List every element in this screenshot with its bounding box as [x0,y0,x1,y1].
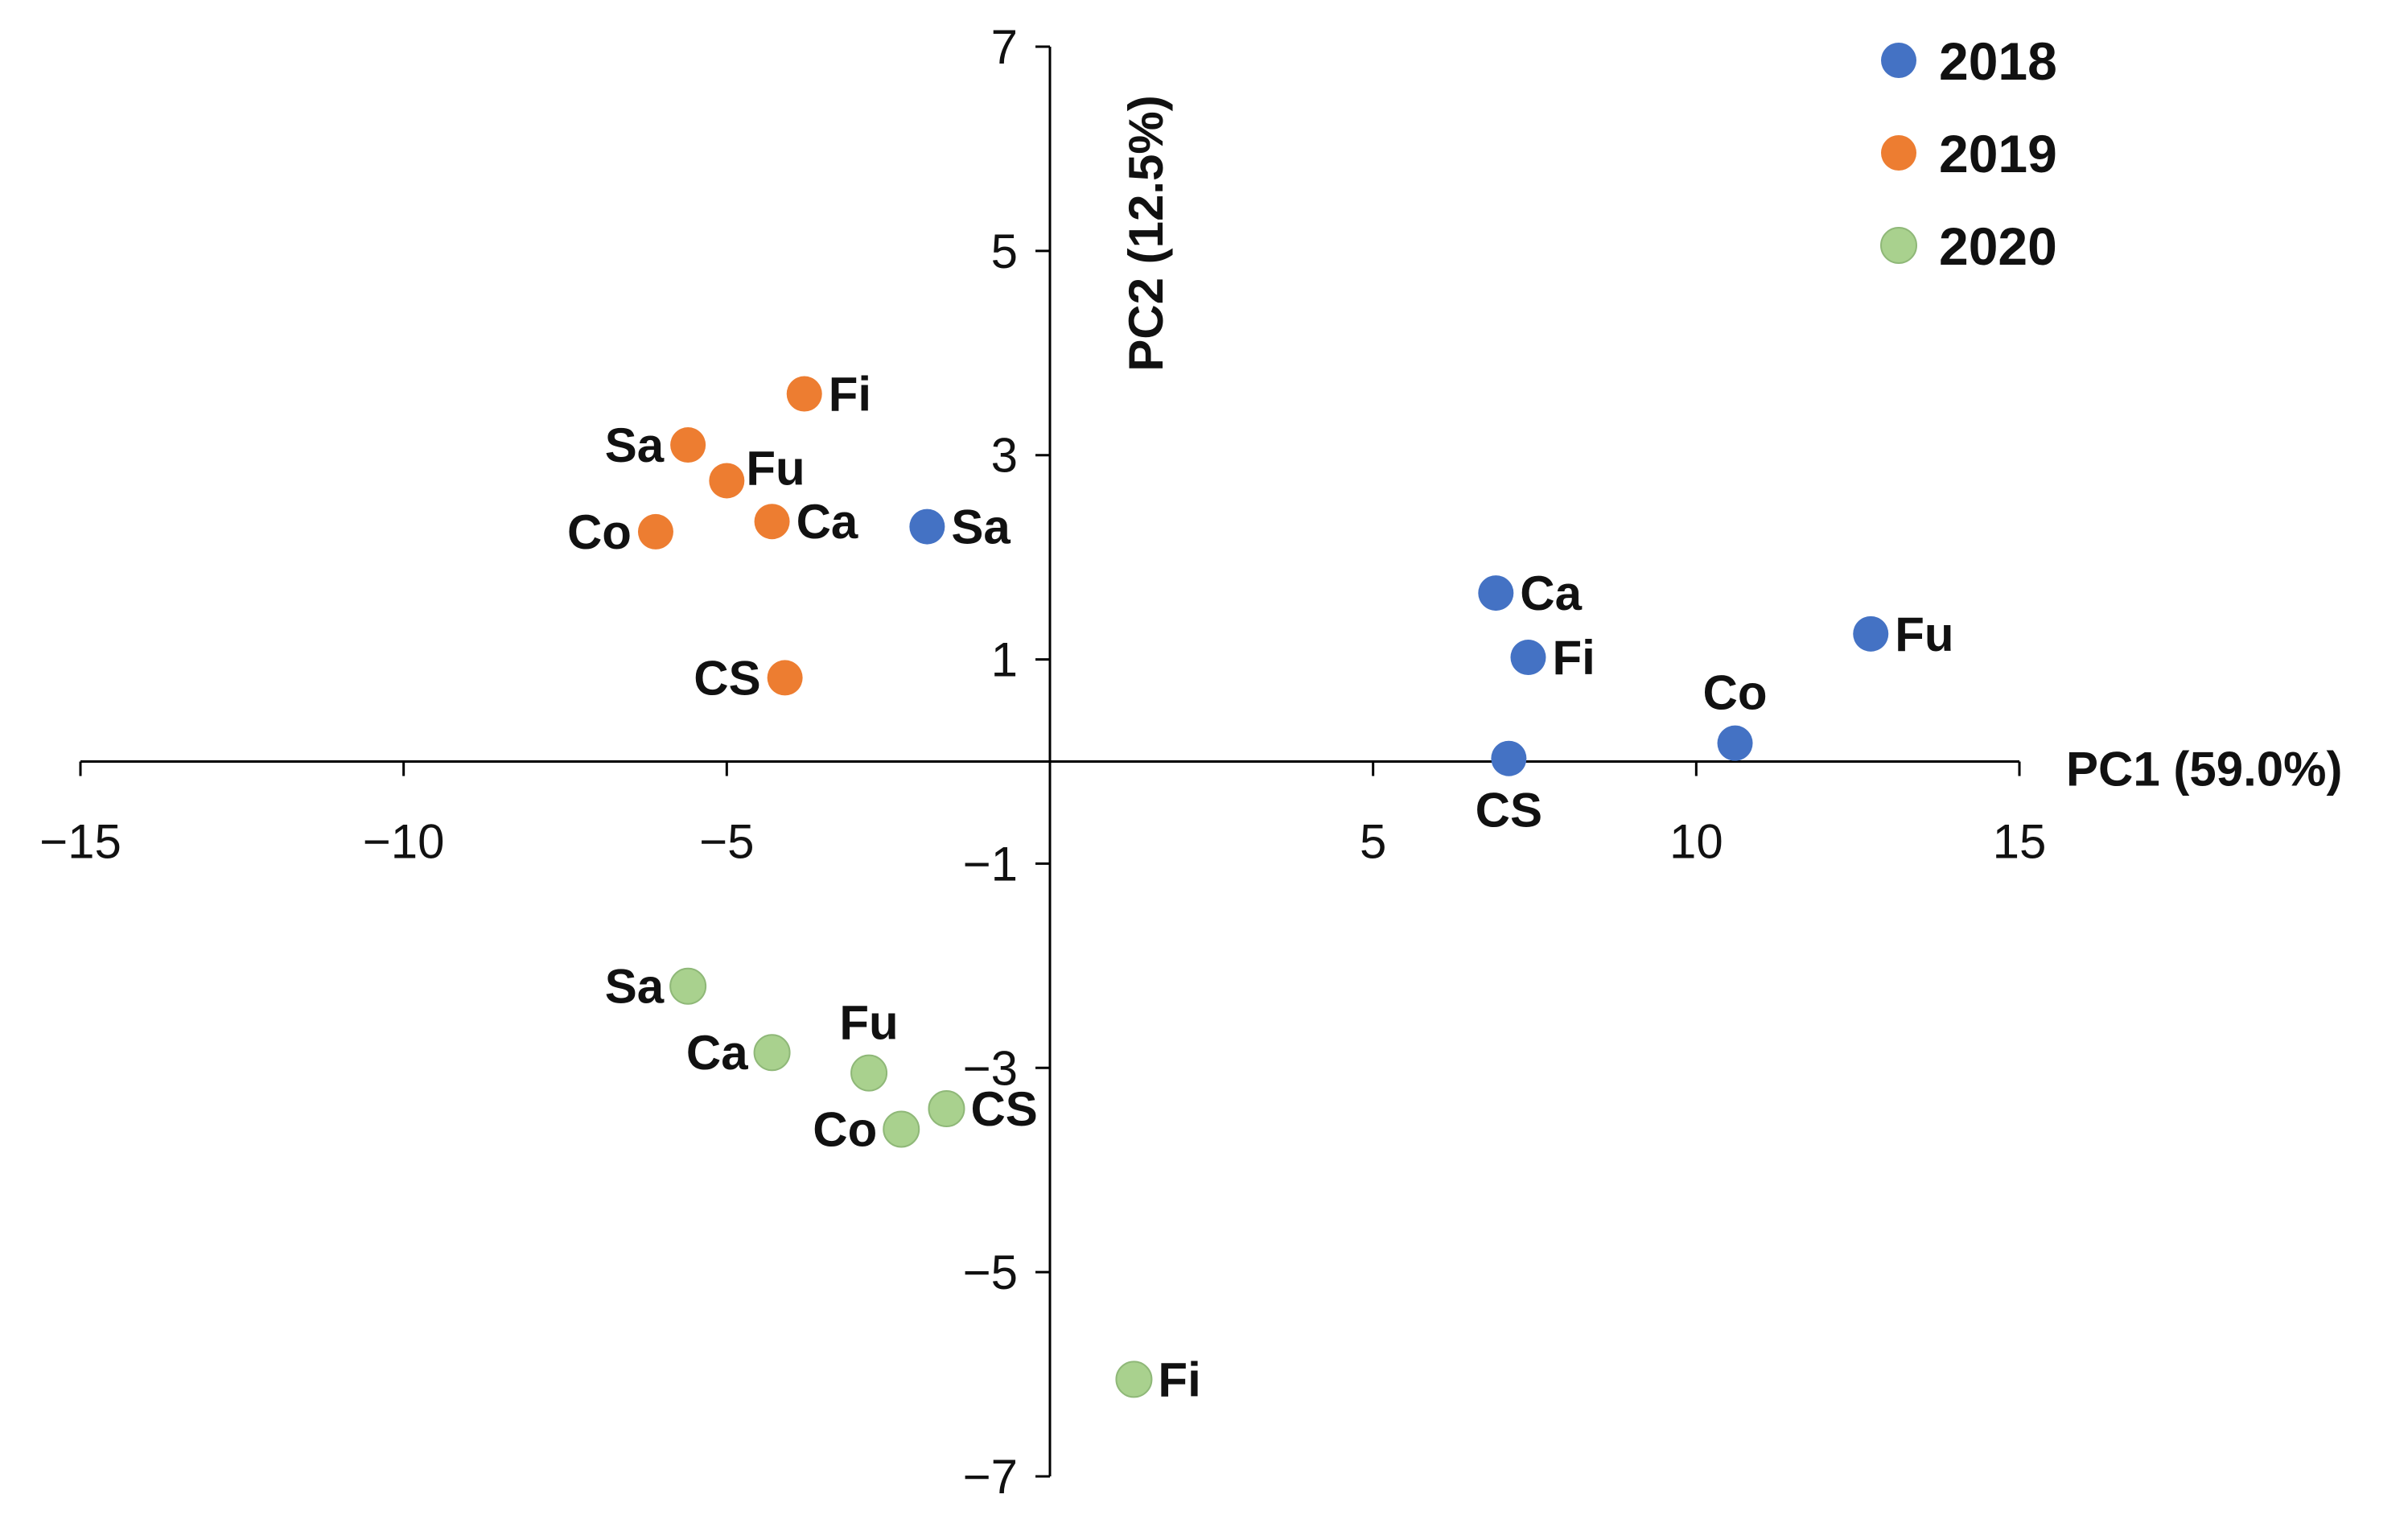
y-tick-label: −3 [963,1041,1018,1095]
point-label: Co [813,1102,877,1156]
y-tick-label: −5 [963,1245,1018,1299]
y-tick-label: 3 [991,429,1018,483]
point-label: Fu [839,996,898,1050]
legend-label-2019: 2019 [1939,124,2057,183]
point-2020-sa [669,967,707,1005]
y-axis-title: PC2 (12.5%) [1119,95,1173,371]
point-label: CS [1476,784,1542,838]
y-tick-label: −7 [963,1450,1018,1504]
legend-marker-2020 [1880,227,1917,264]
point-2019-co [637,513,673,550]
point-label: CS [970,1082,1037,1136]
point-label: Ca [1520,566,1582,620]
point-2020-cs [928,1090,965,1128]
point-label: Fu [746,441,805,495]
x-axis-title: PC1 (59.0%) [2066,743,2342,797]
point-label: Sa [605,960,665,1014]
x-tick-label: 10 [1669,815,1723,869]
legend-marker-2019 [1881,135,1916,171]
x-tick-label: −5 [699,815,754,869]
tick-marks: −15 −10 −5 5 10 15 7 5 3 1 −1 −3 −5 −7 [39,20,2046,1504]
legend-label-2020: 2020 [1939,216,2057,276]
y-tick-label: 7 [991,20,1018,74]
point-2018-ca [1478,575,1514,611]
point-2018-cs [1491,740,1527,776]
point-2018-co [1717,725,1753,761]
y-tick-label: 1 [991,633,1018,687]
x-tick-label: 15 [1993,815,2047,869]
point-label: Fi [829,368,871,422]
point-label: Sa [605,418,665,472]
point-label: Sa [951,500,1011,554]
point-2019-fi [786,376,822,412]
point-label: Ca [796,495,858,549]
point-2019-sa [670,427,706,463]
point-2020-fi [1115,1361,1153,1398]
legend-label-2018: 2018 [1939,31,2057,91]
point-2020-ca [753,1034,791,1072]
point-2019-ca [754,504,790,540]
point-2020-co [883,1110,920,1148]
point-2018-fi [1510,640,1546,676]
y-tick-label: −1 [963,837,1018,891]
point-2020-fu [850,1054,888,1092]
point-label: CS [694,651,760,705]
x-tick-label: 5 [1360,815,1386,869]
point-label: Fu [1895,607,1953,661]
point-label: Fi [1552,631,1595,685]
point-label: Ca [686,1026,748,1080]
point-2018-sa [909,508,945,545]
x-tick-label: −10 [363,815,445,869]
point-label: Co [1703,666,1768,720]
point-label: Co [567,505,632,559]
point-2018-fu [1853,615,1889,652]
legend: 2018 2019 2020 [1880,31,2057,276]
y-tick-label: 5 [991,224,1018,278]
point-2019-fu [709,463,745,499]
point-label: Fi [1158,1352,1200,1406]
x-tick-label: −15 [39,815,121,869]
legend-marker-2018 [1881,43,1916,78]
axes: PC1 (59.0%) PC2 (12.5%) [80,47,2342,1476]
point-2019-cs [767,660,803,696]
